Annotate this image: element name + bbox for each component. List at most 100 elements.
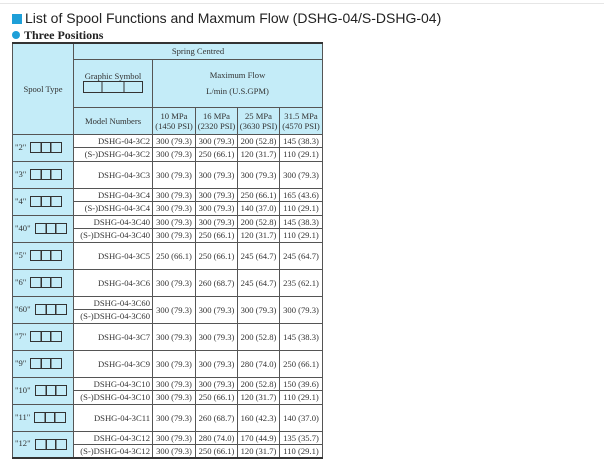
table-row: "60" DSHG-04-3C60 300 (79.3) 300 (79.3) 300 … (12, 295, 323, 324)
model-number: DSHG-04-3C5 (73, 241, 153, 270)
flow-value: 150 (39.6) (279, 376, 323, 391)
flow-value: 145 (38.3) (279, 133, 323, 148)
flow-value: 300 (79.3) (195, 322, 238, 351)
flow-value: 245 (64.7) (237, 241, 280, 270)
pressure-mpa: 16 MPa (203, 110, 230, 121)
flow-value: 300 (79.3) (237, 160, 280, 189)
pressure-psi: (4570 PSI) (282, 120, 320, 131)
valve-symbol-icon (83, 81, 143, 93)
pressure-psi: (2320 PSI) (197, 120, 236, 131)
flow-value: 300 (79.3) (152, 403, 196, 432)
spool-type: "2" (15, 141, 27, 152)
spool-type-cell: "6" (12, 268, 74, 297)
flow-value: 140 (37.0) (279, 403, 323, 432)
model-numbers-header: Model Numbers (73, 106, 153, 135)
flow-value: 110 (29.1) (279, 228, 323, 243)
flow-value: 140 (37.0) (237, 201, 280, 216)
flow-value: 300 (79.3) (152, 349, 196, 378)
flow-value: 250 (66.1) (237, 187, 280, 202)
pressure-header: 10 MPa (1450 PSI) (152, 106, 196, 135)
table-row: "10" DSHG-04-3C10 300 (79.3) 300 (79.3) 200 … (12, 376, 323, 405)
spool-type-cell: "9" (12, 349, 74, 378)
model-number: (S-)DSHG-04-3C40 (73, 228, 153, 243)
table-row: "6" DSHG-04-3C6 300 (79.3) 260 (68.7) 245 (6… (12, 268, 323, 297)
flow-value: 250 (66.1) (195, 147, 238, 162)
spool-type-cell: "11" (12, 403, 74, 432)
spool-type-header: Spool Type (12, 42, 74, 135)
flow-value: 250 (66.1) (195, 444, 238, 459)
flow-value: 300 (79.3) (195, 349, 238, 378)
spring-centred-header: Spring Centred (73, 42, 323, 60)
spool-type: "12" (15, 438, 31, 449)
flow-value: 300 (79.3) (237, 295, 280, 324)
table-row: "5" DSHG-04-3C5 250 (66.1) 250 (66.1) 245 (6… (12, 241, 323, 270)
spool-type: "10" (15, 384, 31, 395)
flow-value: 300 (79.3) (152, 430, 196, 445)
flow-value: 300 (79.3) (152, 147, 196, 162)
flow-value: 260 (68.7) (195, 268, 238, 297)
model-number: DSHG-04-3C4 (73, 187, 153, 202)
flow-value: 245 (64.7) (279, 241, 323, 270)
model-number: DSHG-04-3C9 (73, 349, 153, 378)
flow-value: 300 (79.3) (195, 201, 238, 216)
model-number: DSHG-04-3C6 (73, 268, 153, 297)
table-row: "7" DSHG-04-3C7 300 (79.3) 300 (79.3) 200 (5… (12, 322, 323, 351)
flow-value: 110 (29.1) (279, 444, 323, 459)
page-title: List of Spool Functions and Maxmum Flow … (12, 10, 441, 26)
flow-value: 300 (79.3) (152, 214, 196, 229)
spool-symbol-icon (34, 385, 67, 397)
flow-value: 300 (79.3) (152, 444, 196, 459)
model-number: DSHG-04-3C12 (73, 430, 153, 445)
spool-type-cell: "10" (12, 376, 74, 405)
model-number: DSHG-04-3C10 (73, 376, 153, 391)
pressure-psi: (1450 PSI) (155, 120, 193, 131)
spool-type-cell: "2" (12, 133, 74, 162)
flow-value: 300 (79.3) (152, 376, 196, 391)
table-row: "3" DSHG-04-3C3 300 (79.3) 300 (79.3) 300 (7… (12, 160, 323, 189)
flow-value: 200 (52.8) (237, 133, 280, 148)
table-row: "2" DSHG-04-3C2 300 (79.3) 300 (79.3) 200 (5… (12, 133, 323, 162)
graphic-symbol-header: Graphic Symbol (73, 58, 153, 108)
flow-value: 165 (43.6) (279, 187, 323, 202)
spool-symbol-icon (30, 250, 63, 262)
spool-type-cell: "60" (12, 295, 74, 324)
table-row: "12" DSHG-04-3C12 300 (79.3) 280 (74.0) 170 … (12, 430, 323, 459)
flow-value: 300 (79.3) (152, 160, 196, 189)
subtitle-text: Three Positions (24, 28, 104, 42)
flow-value: 120 (31.7) (237, 147, 280, 162)
spool-type: "5" (15, 249, 27, 260)
model-number: DSHG-04-3C2 (73, 133, 153, 148)
flow-value: 110 (29.1) (279, 201, 323, 216)
flow-value: 200 (52.8) (237, 322, 280, 351)
model-number: (S-)DSHG-04-3C12 (73, 444, 153, 459)
spool-symbol-icon (30, 196, 63, 208)
pressure-header: 25 MPa (3630 PSI) (237, 106, 280, 135)
flow-value: 250 (66.1) (195, 241, 238, 270)
graphic-symbol-label: Graphic Symbol (84, 71, 142, 81)
flow-value: 280 (74.0) (237, 349, 280, 378)
flow-value: 300 (79.3) (195, 187, 238, 202)
flow-value: 250 (66.1) (152, 241, 196, 270)
flow-value: 300 (79.3) (279, 295, 323, 324)
max-flow-label: Maximum Flow (209, 70, 266, 80)
pressure-mpa: 25 MPa (245, 110, 272, 121)
pressure-header: 31.5 MPa (4570 PSI) (279, 106, 323, 135)
spool-type: "40" (15, 222, 31, 233)
circle-bullet-icon (12, 31, 20, 39)
title-text: List of Spool Functions and Maxmum Flow … (25, 10, 442, 26)
table-row: "40" DSHG-04-3C40 300 (79.3) 300 (79.3) 200 … (12, 214, 323, 243)
spool-type: "3" (15, 168, 27, 179)
flow-value: 160 (42.3) (237, 403, 280, 432)
table-row: "11" DSHG-04-3C11 300 (79.3) 260 (68.7) 160 … (12, 403, 323, 432)
flow-value: 300 (79.3) (152, 390, 196, 405)
flow-value: 250 (66.1) (279, 349, 323, 378)
flow-value: 300 (79.3) (152, 187, 196, 202)
flow-value: 260 (68.7) (195, 403, 238, 432)
flow-value: 120 (31.7) (237, 444, 280, 459)
table-row: (S-)DSHG-04-3C2 300 (79.3) 250 (66.1) 120 (… (13, 147, 323, 162)
model-number: DSHG-04-3C3 (73, 160, 153, 189)
flow-value: 300 (79.3) (195, 160, 238, 189)
spool-symbol-icon (30, 277, 63, 289)
flow-value: 120 (31.7) (237, 228, 280, 243)
table-row: "9" DSHG-04-3C9 300 (79.3) 300 (79.3) 280 (7… (12, 349, 323, 378)
